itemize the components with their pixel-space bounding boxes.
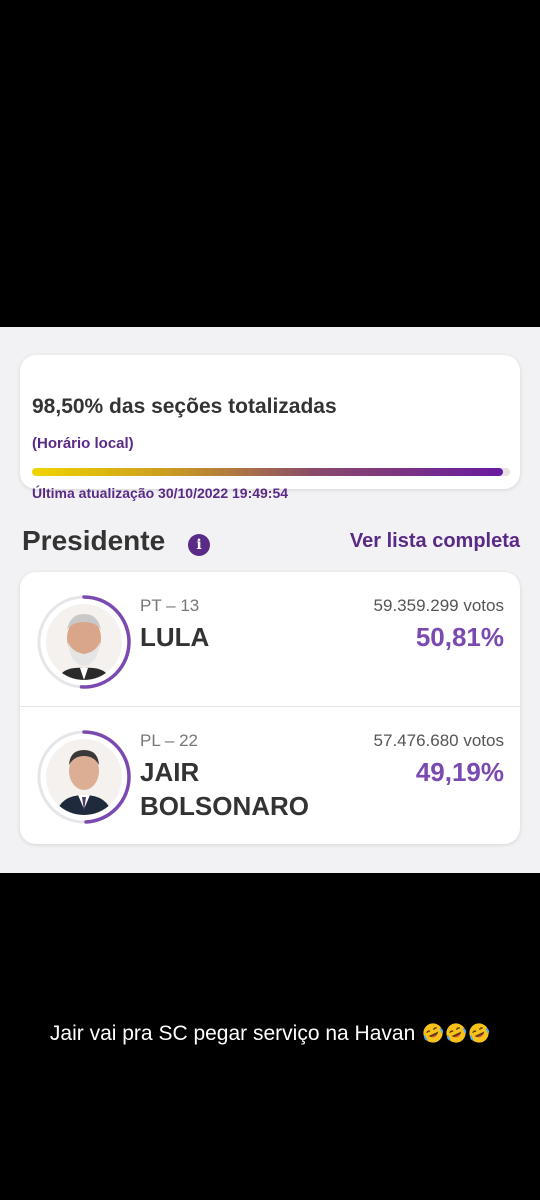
election-results-panel: 98,50% das seções totalizadas (Horário l…	[0, 327, 540, 873]
vote-share-ring	[37, 595, 131, 689]
candidate-row[interactable]: PT – 13 LULA 59.359.299 votos 50,81%	[20, 572, 520, 706]
candidate-name-line: LULA	[140, 622, 210, 652]
party-number: PL – 22	[140, 731, 198, 750]
candidate-avatar	[36, 594, 132, 690]
progress-bar	[32, 468, 510, 476]
candidate-name: LULA	[140, 620, 209, 654]
section-title: Presidente	[22, 525, 166, 556]
bolsonaro-photo	[46, 739, 122, 815]
candidate-row[interactable]: PL – 22 JAIR BOLSONARO 57.476.680 votos …	[20, 706, 520, 841]
vote-percent: 49,19%	[415, 757, 504, 787]
local-time-note: (Horário local)	[32, 435, 134, 452]
info-icon[interactable]: i	[188, 534, 210, 556]
view-full-list-link[interactable]: Ver lista completa	[349, 530, 520, 552]
progress-card: 98,50% das seções totalizadas (Horário l…	[20, 355, 520, 501]
candidate-name-line: JAIR	[140, 757, 200, 787]
results-card: PT – 13 LULA 59.359.299 votos 50,81%	[20, 572, 520, 844]
vote-count: 57.476.680 votos	[373, 731, 504, 750]
vote-share-ring	[37, 730, 131, 824]
last-update-text: Última atualização 30/10/2022 19:49:54	[32, 485, 289, 501]
progress-bar-fill	[32, 468, 503, 476]
rolling-on-floor-laughing-icon	[423, 1023, 444, 1043]
rolling-on-floor-laughing-icon	[469, 1023, 490, 1043]
vote-count: 59.359.299 votos	[373, 596, 504, 615]
rolling-on-floor-laughing-icon	[446, 1023, 467, 1043]
emoji-group	[421, 1022, 490, 1045]
sections-totalized-title: 98,50% das seções totalizadas	[32, 395, 337, 418]
party-number: PT – 13	[140, 596, 200, 615]
candidate-name-line: BOLSONARO	[140, 791, 309, 821]
caption: Jair vai pra SC pegar serviço na Havan	[0, 1022, 540, 1046]
vote-percent: 50,81%	[415, 622, 504, 652]
caption-text: Jair vai pra SC pegar serviço na Havan	[49, 1022, 416, 1045]
candidate-name: JAIR BOLSONARO	[140, 755, 309, 823]
lula-photo	[46, 604, 122, 680]
candidate-avatar	[36, 729, 132, 825]
